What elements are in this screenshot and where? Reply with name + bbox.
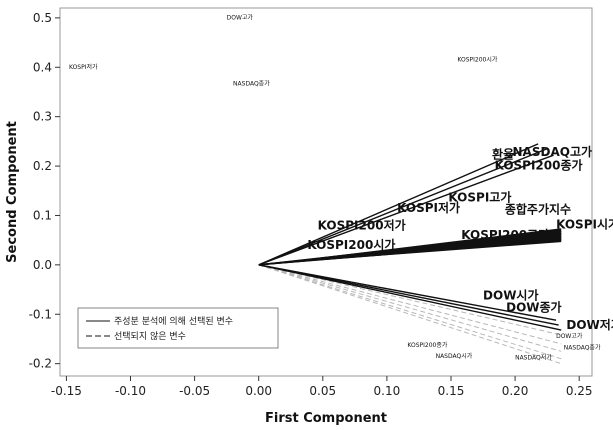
variable-label-11: DOW종가 bbox=[506, 299, 561, 314]
unselected-vector-4 bbox=[258, 264, 562, 365]
kospi-vector-bundle bbox=[258, 228, 562, 265]
variable-label-0: 환율 bbox=[492, 147, 514, 162]
unselected-vector-2 bbox=[258, 264, 562, 352]
x-axis-title: First Component bbox=[265, 411, 387, 426]
legend-entry-selected: 주성분 분석에 의해 선택된 변수 bbox=[114, 315, 233, 327]
variable-label-3: KOSPI고가 bbox=[448, 190, 511, 205]
selected-vector-10 bbox=[258, 264, 557, 321]
variable-label-5: 종합주가지수 bbox=[505, 201, 571, 216]
x-tick-label-6: 0.15 bbox=[438, 384, 465, 398]
y-tick-label-1: -0.1 bbox=[29, 307, 52, 321]
unselected-vector-1 bbox=[258, 264, 562, 345]
variable-label-2: KOSPI200종가 bbox=[495, 158, 583, 173]
variable-label-12: DOW저가 bbox=[566, 317, 613, 332]
y-tick-label-7: 0.5 bbox=[33, 11, 52, 25]
x-tick-label-3: 0.00 bbox=[245, 384, 272, 398]
y-tick-label-4: 0.2 bbox=[33, 159, 52, 173]
variable-label-10: DOW시가 bbox=[483, 287, 538, 302]
variable-label-19: KOSPI200시가 bbox=[457, 55, 497, 63]
variable-label-7: KOSPI시가 bbox=[556, 216, 613, 231]
selected-vector-0 bbox=[258, 143, 539, 266]
x-tick-label-1: -0.10 bbox=[115, 384, 146, 398]
y-tick-label-2: 0.0 bbox=[33, 258, 52, 272]
legend-entry-unselected: 선택되지 않은 변수 bbox=[114, 331, 186, 342]
variable-label-9: KOSPI200시가 bbox=[307, 237, 395, 252]
y-tick-label-6: 0.4 bbox=[33, 60, 52, 74]
variable-label-1: NASDAQ고가 bbox=[513, 144, 593, 159]
x-tick-label-7: 0.20 bbox=[502, 384, 529, 398]
x-tick-label-4: 0.05 bbox=[309, 384, 336, 398]
legend: 주성분 분석에 의해 선택된 변수 선택되지 않은 변수 bbox=[77, 307, 279, 349]
x-tick-label-5: 0.10 bbox=[374, 384, 401, 398]
variable-label-18: DOW고가 bbox=[227, 13, 254, 21]
variable-label-20: KOSPI저가 bbox=[69, 63, 98, 71]
variable-label-6: KOSPI200저가 bbox=[318, 217, 406, 232]
variable-label-17: NASDAQ저가 bbox=[515, 354, 552, 362]
x-tick-label-0: -0.15 bbox=[51, 384, 82, 398]
unselected-vectors bbox=[258, 264, 562, 365]
selected-vector-11 bbox=[258, 264, 559, 326]
x-tick-label-2: -0.05 bbox=[179, 384, 210, 398]
legend-box bbox=[77, 307, 279, 349]
unselected-vector-3 bbox=[258, 264, 562, 360]
selected-vector-12 bbox=[258, 264, 562, 331]
unselected-vector-0 bbox=[258, 264, 562, 336]
y-axis-ticks: -0.2 -0.1 0.0 0.1 0.2 0.3 0.4 0.5 bbox=[29, 11, 60, 371]
variable-label-14: KOSPI200종가 bbox=[407, 341, 447, 349]
x-tick-label-8: 0.25 bbox=[566, 384, 593, 398]
selected-vector-2 bbox=[258, 154, 554, 266]
y-tick-label-5: 0.3 bbox=[33, 110, 52, 124]
selected-vectors bbox=[258, 143, 562, 331]
variable-label-8: KOSPI200고가 bbox=[461, 227, 549, 242]
y-axis-title: Second Component bbox=[5, 121, 20, 263]
variable-label-4: KOSPI저가 bbox=[397, 200, 460, 215]
variable-label-15: NASDAQ종가 bbox=[564, 343, 601, 351]
y-tick-label-3: 0.1 bbox=[33, 208, 52, 222]
variable-label-21: NASDAQ종가 bbox=[233, 80, 270, 88]
y-tick-label-0: -0.2 bbox=[29, 357, 52, 371]
variable-label-16: NASDAQ시가 bbox=[436, 352, 473, 360]
x-axis-ticks: -0.15 -0.10 -0.05 0.00 0.05 0.10 0.15 0.20 0.25 bbox=[51, 376, 593, 398]
selected-vector-1 bbox=[258, 148, 548, 266]
variable-label-13: DOW고가 bbox=[556, 332, 583, 340]
